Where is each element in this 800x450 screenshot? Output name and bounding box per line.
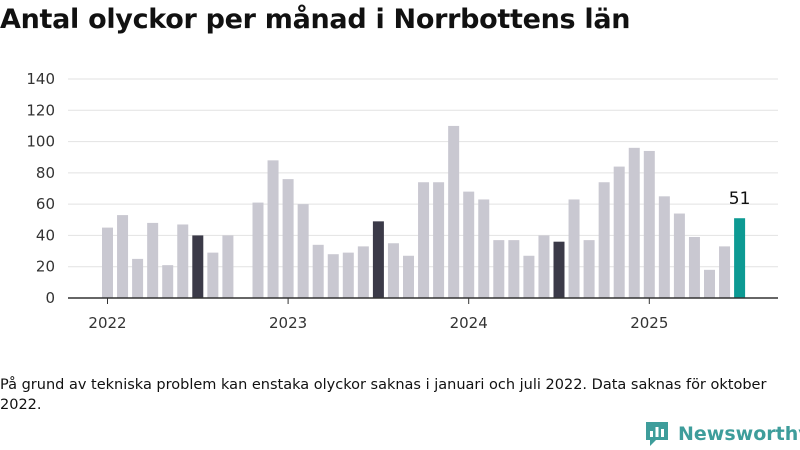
bar-2022-05 (162, 265, 174, 298)
y-tick-label: 0 (45, 289, 55, 307)
y-axis-ticks: 0 20 40 60 80 100 120 140 (26, 70, 55, 307)
bar-2023-01 (282, 179, 294, 298)
bar-2022-12 (267, 160, 279, 298)
brand-name: Newsworthy (678, 423, 800, 445)
y-tick-label: 80 (36, 164, 55, 182)
bar-2024-06 (538, 235, 550, 298)
bar-2022-07 (192, 235, 204, 298)
bar-2024-05 (523, 255, 535, 298)
bar-2022-04 (147, 222, 159, 298)
x-tick-label: 2023 (269, 314, 307, 332)
chart-title: Antal olyckor per månad i Norrbottens lä… (0, 4, 631, 35)
bar-2025-02 (658, 196, 670, 298)
bar-2022-08 (207, 252, 219, 298)
footnote: På grund av tekniska problem kan enstaka… (0, 377, 767, 413)
bar-2023-09 (403, 255, 414, 298)
bar-2025-01 (643, 150, 655, 298)
bar-2025-03 (673, 213, 685, 298)
y-tick-label: 20 (36, 258, 55, 276)
y-tick-label: 40 (36, 226, 55, 244)
bar-2023-03 (312, 244, 324, 298)
bar-2023-11 (433, 182, 445, 298)
bar-2024-01 (463, 191, 475, 298)
bar-2022-11 (252, 202, 264, 298)
bar-2024-09 (583, 240, 595, 298)
bar-2024-12 (628, 147, 640, 298)
bar-2023-12 (448, 125, 460, 298)
bar-2023-07 (372, 221, 384, 298)
x-axis: 2022 2023 2024 2025 (68, 297, 778, 332)
bar-chart-speech-bubble-icon (646, 422, 668, 446)
x-tick-label: 2025 (630, 314, 668, 332)
bar-2022-03 (132, 258, 144, 298)
bar-2024-08 (568, 199, 580, 298)
bar-2023-08 (387, 243, 399, 298)
bar-2023-06 (357, 246, 369, 298)
bar-2022-01 (102, 227, 113, 298)
bar-chart: 0 20 40 60 80 100 120 140 51 2022 2023 2024 2025 (26, 70, 778, 332)
value-label: 51 (729, 189, 751, 209)
bar-2024-03 (493, 240, 505, 298)
bar-2025-07 (734, 218, 746, 298)
value-labels: 51 (729, 189, 751, 209)
bar-2023-05 (342, 252, 354, 298)
bar-2023-02 (297, 204, 309, 298)
bar-2024-04 (508, 240, 520, 298)
bar-2023-04 (327, 254, 339, 298)
bar-2024-10 (598, 182, 610, 298)
bar-2022-09 (222, 235, 234, 298)
bar-2024-02 (478, 199, 490, 298)
bars (102, 125, 746, 298)
y-tick-label: 120 (26, 101, 55, 119)
y-tick-label: 140 (26, 70, 55, 88)
bar-2025-06 (719, 246, 731, 298)
bar-2022-02 (117, 215, 129, 298)
x-tick-label: 2022 (88, 314, 126, 332)
x-tick-label: 2024 (450, 314, 488, 332)
brand-logo: Newsworthy (644, 420, 800, 448)
y-tick-label: 100 (26, 133, 55, 151)
bar-2024-07 (553, 241, 565, 298)
bar-2025-04 (688, 236, 700, 298)
bar-2023-10 (418, 182, 430, 298)
bar-2024-11 (613, 166, 625, 298)
bar-2022-06 (177, 224, 189, 298)
y-tick-label: 60 (36, 195, 55, 213)
bar-2025-05 (704, 269, 715, 298)
